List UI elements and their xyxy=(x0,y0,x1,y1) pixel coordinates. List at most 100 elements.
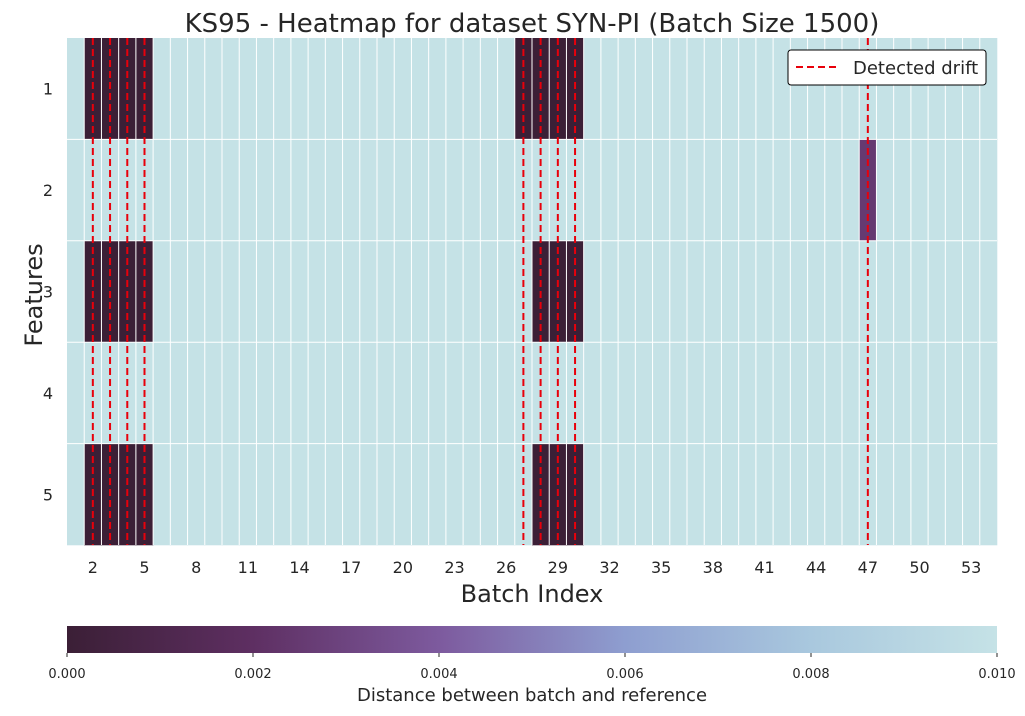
heatmap-cell xyxy=(669,342,688,444)
x-tick-label: 53 xyxy=(961,558,981,577)
x-tick-label: 44 xyxy=(806,558,826,577)
heatmap-cell xyxy=(790,139,808,242)
heatmap-cell xyxy=(428,342,447,444)
heatmap-cell xyxy=(583,139,602,242)
heatmap-cell xyxy=(239,443,257,546)
heatmap-cell xyxy=(308,443,326,546)
heatmap-cell xyxy=(463,342,481,444)
heatmap-cell xyxy=(273,38,292,140)
colorbar: 0.000 0.002 0.004 0.006 0.008 0.010 Distance … xyxy=(48,626,1016,706)
heatmap-cell xyxy=(824,240,843,343)
heatmap-cell xyxy=(67,342,85,444)
heatmap-cell xyxy=(342,38,361,140)
heatmap-cell xyxy=(325,139,343,242)
heatmap-cell xyxy=(824,342,843,444)
heatmap-cell xyxy=(118,139,137,242)
heatmap-cell xyxy=(635,38,653,140)
heatmap-cells xyxy=(67,38,998,546)
heatmap-cell xyxy=(445,342,464,444)
heatmap-cell xyxy=(910,443,929,546)
heatmap-cell xyxy=(807,443,826,546)
heatmap-cell xyxy=(893,342,912,444)
heatmap-cell xyxy=(738,38,757,140)
x-tick-label: 5 xyxy=(139,558,149,577)
heatmap-cell xyxy=(773,342,791,444)
heatmap-cell xyxy=(721,240,739,343)
heatmap-cell xyxy=(222,38,240,140)
heatmap-cell xyxy=(411,38,429,140)
heatmap-cell xyxy=(962,240,981,343)
heatmap-cell xyxy=(497,38,516,140)
heatmap-cell xyxy=(532,139,550,242)
heatmap-cell xyxy=(583,443,602,546)
heatmap-cell xyxy=(704,139,722,242)
heatmap-cell xyxy=(704,342,722,444)
heatmap-cell xyxy=(84,139,102,242)
heatmap-cell xyxy=(359,38,378,140)
heatmap-cell xyxy=(239,139,257,242)
heatmap-cell xyxy=(377,240,395,343)
heatmap-cell xyxy=(618,240,636,343)
x-tick-label: 41 xyxy=(754,558,774,577)
heatmap-cell xyxy=(738,139,757,242)
x-tick-label: 23 xyxy=(444,558,464,577)
heatmap-cell xyxy=(652,38,671,140)
heatmap-cell xyxy=(445,139,464,242)
heatmap-cell xyxy=(566,139,584,242)
heatmap-cell xyxy=(170,342,188,444)
heatmap-cell xyxy=(411,342,429,444)
heatmap-cell xyxy=(790,240,808,343)
heatmap-cell xyxy=(928,342,946,444)
heatmap-cell xyxy=(342,240,361,343)
heatmap-cell xyxy=(187,443,206,546)
x-tick-label: 8 xyxy=(191,558,201,577)
heatmap-cell xyxy=(290,240,309,343)
heatmap-cell xyxy=(635,139,653,242)
heatmap-cell xyxy=(600,38,619,140)
heatmap-cell xyxy=(67,240,85,343)
heatmap-cell xyxy=(876,342,894,444)
heatmap-cell xyxy=(480,443,498,546)
heatmap-cell xyxy=(704,240,722,343)
heatmap-cell xyxy=(910,139,929,242)
heatmap-cell xyxy=(325,342,343,444)
heatmap-cell xyxy=(842,240,860,343)
heatmap-cell xyxy=(893,240,912,343)
heatmap-cell xyxy=(170,38,188,140)
heatmap-cell xyxy=(204,139,223,242)
heatmap-cell xyxy=(842,342,860,444)
heatmap-cell xyxy=(308,139,326,242)
heatmap-cell xyxy=(979,443,998,546)
heatmap-cell xyxy=(394,443,412,546)
heatmap-cell xyxy=(755,38,774,140)
heatmap-cell xyxy=(342,342,361,444)
heatmap-cell xyxy=(497,139,516,242)
legend-label: Detected drift xyxy=(853,58,978,79)
colorbar-ticks: 0.000 0.002 0.004 0.006 0.008 0.010 xyxy=(48,653,1016,682)
heatmap-cell xyxy=(411,240,429,343)
heatmap-cell xyxy=(325,38,343,140)
heatmap-cell xyxy=(273,139,292,242)
heatmap-cell xyxy=(67,139,85,242)
heatmap-cell xyxy=(687,38,705,140)
heatmap-cell xyxy=(101,139,119,242)
heatmap-cell xyxy=(842,139,860,242)
heatmap-cell xyxy=(342,139,361,242)
heatmap-cell xyxy=(411,139,429,242)
heatmap-cell xyxy=(290,38,309,140)
heatmap-cell xyxy=(308,38,326,140)
heatmap-cell xyxy=(359,443,378,546)
heatmap-cell xyxy=(876,443,894,546)
legend-box xyxy=(787,49,987,86)
heatmap-cell xyxy=(325,240,343,343)
y-tick-labels: 1 2 3 4 5 xyxy=(43,80,53,505)
heatmap-cell xyxy=(394,240,412,343)
heatmap-cell xyxy=(187,38,206,140)
heatmap-cell xyxy=(773,240,791,343)
heatmap-cell xyxy=(721,38,739,140)
heatmap-cell xyxy=(273,342,292,444)
heatmap-cell xyxy=(204,240,223,343)
heatmap-cell xyxy=(480,342,498,444)
heatmap-cell xyxy=(583,342,602,444)
heatmap-cell xyxy=(497,443,516,546)
